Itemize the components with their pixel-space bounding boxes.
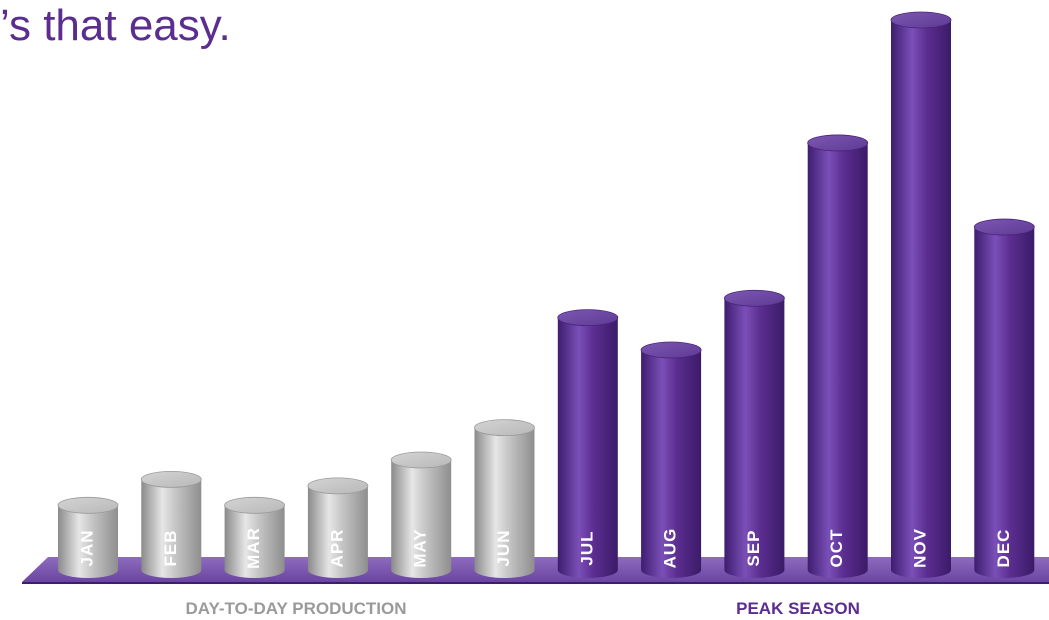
- month-label-apr: APR: [327, 529, 346, 568]
- bar-aug: AUG: [640, 341, 702, 578]
- bar-body-aug: [641, 350, 702, 578]
- group-label-day-to-day: DAY-TO-DAY PRODUCTION: [185, 599, 406, 618]
- month-label-jan: JAN: [77, 529, 96, 566]
- bar-cap-mar: [224, 496, 286, 514]
- group-label-peak-season: PEAK SEASON: [736, 599, 860, 618]
- bar-body-mar: [224, 505, 285, 578]
- bar-oct: OCT: [807, 134, 869, 579]
- bar-jul: JUL: [557, 309, 619, 578]
- bar-nov: NOV: [890, 11, 952, 578]
- bar-body-sep: [724, 298, 785, 578]
- month-label-mar: MAR: [244, 527, 263, 569]
- bar-apr: APR: [307, 477, 369, 578]
- bar-body-apr: [307, 485, 368, 578]
- bar-cap-apr: [307, 477, 369, 495]
- bars-layer: JAN FEB MAR APR MAY JUN JUL AUG SEP OCT NOV DEC: [57, 11, 1035, 579]
- bar-cap-sep: [724, 289, 785, 307]
- month-label-jul: JUL: [577, 530, 596, 565]
- bar-body-feb: [141, 479, 202, 578]
- month-label-may: MAY: [411, 528, 430, 567]
- bar-feb: FEB: [140, 471, 202, 578]
- bar-body-oct: [807, 142, 868, 579]
- month-label-oct: OCT: [827, 529, 846, 568]
- month-label-feb: FEB: [161, 530, 180, 567]
- bar-dec: DEC: [973, 218, 1035, 578]
- bar-cap-jun: [474, 419, 535, 437]
- bar-cap-oct: [807, 134, 869, 152]
- bar-body-nov: [891, 20, 951, 578]
- bar-body-jan: [58, 505, 118, 578]
- bar-body-jun: [474, 427, 535, 578]
- bar-mar: MAR: [224, 496, 286, 578]
- bar-cap-jan: [57, 496, 119, 514]
- bar-jun: JUN: [474, 419, 535, 578]
- bar-cap-nov: [890, 11, 952, 29]
- bar-jan: JAN: [57, 496, 119, 578]
- bar-cap-aug: [640, 341, 702, 359]
- month-label-aug: AUG: [661, 528, 680, 569]
- bar-sep: SEP: [724, 289, 785, 578]
- month-label-jun: JUN: [494, 529, 513, 566]
- bar-body-jul: [557, 317, 618, 578]
- month-label-sep: SEP: [744, 529, 763, 566]
- month-label-dec: DEC: [994, 529, 1013, 568]
- headline: ’s that easy.: [0, 1, 231, 50]
- bar-may: MAY: [390, 451, 452, 578]
- bar-cap-may: [390, 451, 452, 469]
- bar-cap-dec: [973, 218, 1035, 236]
- bar-cap-jul: [557, 309, 619, 327]
- bar-cap-feb: [140, 471, 202, 488]
- month-label-nov: NOV: [910, 528, 929, 568]
- bar-body-dec: [974, 227, 1035, 578]
- bar-body-may: [391, 460, 452, 578]
